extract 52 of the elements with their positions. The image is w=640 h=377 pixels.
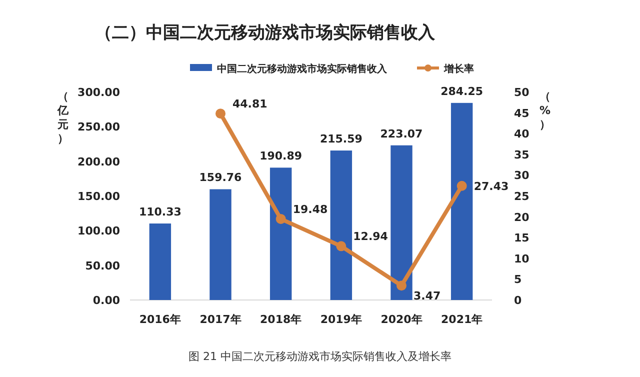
y-tick-label: 100.00	[78, 224, 120, 238]
data-label: 215.59	[320, 132, 362, 146]
data-label: 3.47	[414, 290, 441, 303]
point	[396, 280, 406, 291]
y2-tick-label: 5	[514, 273, 522, 286]
y2-tick-label: 0	[514, 294, 522, 307]
data-label: 12.94	[353, 230, 388, 244]
data-label: 159.76	[199, 171, 242, 184]
legend-label: 中国二次元移动游戏市场实际销售收入	[217, 63, 388, 75]
y2-tick-label: 20	[514, 210, 530, 224]
bar	[330, 150, 352, 300]
legend-label: 增长率	[443, 63, 474, 75]
x-tick-label: 2016年	[139, 313, 181, 326]
data-label: 44.81	[232, 98, 268, 111]
y2-axis-title: （%）	[539, 90, 551, 131]
point	[276, 214, 286, 224]
x-tick-label: 2020年	[380, 313, 422, 326]
data-label: 27.43	[474, 180, 509, 193]
point	[336, 241, 346, 252]
y2-tick-label: 45	[514, 106, 530, 120]
y-tick-label: 150.00	[78, 190, 120, 203]
x-tick-label: 2021年	[441, 313, 483, 326]
data-label: 284.25	[440, 84, 484, 98]
y2-tick-label: 10	[514, 252, 530, 266]
x-tick-label: 2019年	[320, 313, 362, 326]
chart-title: （二）中国二次元移动游戏市场实际销售收入	[95, 23, 436, 43]
bar	[390, 145, 412, 300]
y2-tick-label: 50	[514, 86, 530, 99]
y2-tick-label: 30	[514, 169, 530, 182]
data-label: 110.33	[138, 206, 182, 219]
data-label: 223.07	[380, 127, 423, 140]
bar	[450, 102, 473, 300]
bar	[270, 168, 292, 300]
caption: 图 21 中国二次元移动游戏市场实际销售收入及增长率	[188, 350, 452, 363]
y-tick-label: 250.00	[78, 120, 120, 134]
data-label: 190.89	[260, 150, 302, 163]
bar	[149, 224, 172, 300]
point	[456, 180, 467, 191]
y-tick-label: 300.00	[78, 86, 120, 99]
y2-tick-label: 15	[514, 232, 530, 245]
y-tick-label: 50.00	[85, 259, 120, 272]
y2-tick-label: 35	[514, 148, 530, 162]
y2-tick-label: 40	[514, 128, 530, 141]
x-tick-label: 2017年	[200, 313, 242, 326]
y-tick-label: 200.00	[78, 155, 120, 168]
y2-tick-label: 25	[514, 190, 530, 203]
data-label: 19.48	[292, 202, 328, 216]
point	[216, 108, 226, 119]
bar	[210, 189, 232, 300]
x-tick-label: 2018年	[260, 313, 302, 326]
y-tick-label: 0.00	[92, 294, 120, 307]
y-axis-title: （亿元）	[56, 90, 70, 145]
